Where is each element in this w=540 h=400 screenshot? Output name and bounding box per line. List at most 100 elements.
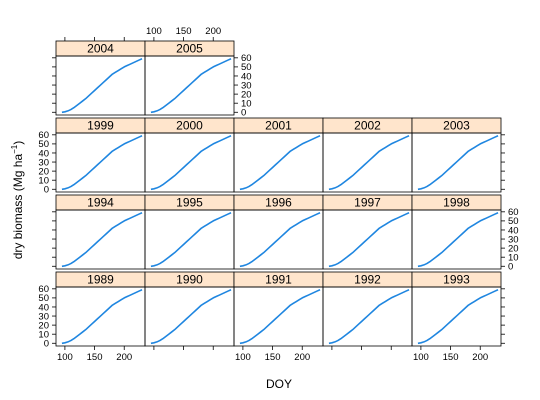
panel-1993: 1993	[411, 271, 502, 347]
y-tick-label: 30	[38, 157, 49, 168]
y-tick-label: 0	[44, 339, 49, 350]
y-tick-label: 60	[241, 53, 252, 64]
y-tick-label: 60	[38, 284, 49, 295]
y-tick-label: 0	[508, 262, 513, 273]
panel-1998: 1998	[411, 194, 502, 270]
y-tick-label: 20	[38, 320, 49, 331]
strip-label-1997: 1997	[354, 196, 381, 210]
strip-label-1991: 1991	[265, 273, 292, 287]
panel-2002: 2002	[322, 117, 413, 193]
y-tick-label: 50	[38, 293, 49, 304]
y-tick-label: 0	[44, 185, 49, 196]
panel-1997: 1997	[322, 194, 413, 270]
series-line-1994	[61, 211, 143, 268]
y-axis-right-1-4	[501, 134, 505, 190]
panel-1989: 1989	[55, 271, 146, 347]
y-axis-left-0-0	[52, 57, 56, 113]
strip-label-1992: 1992	[354, 273, 381, 287]
x-axis-label: DOY	[266, 377, 292, 391]
x-axis-bottom-3-4: 100 150 200	[413, 346, 488, 363]
strip-label-1994: 1994	[87, 196, 114, 210]
x-tick-label: 150	[443, 352, 459, 363]
y-axis-label-close: )	[11, 141, 25, 145]
panel-frame-1998	[411, 209, 502, 270]
x-axis-bottom-3-3	[331, 346, 392, 350]
x-tick-label: 100	[413, 352, 429, 363]
panel-1996: 1996	[233, 194, 324, 270]
panel-1994: 1994	[55, 194, 146, 270]
panel-frame-2003	[411, 132, 502, 193]
panel-frame-2005	[144, 55, 235, 116]
series-line-2003	[417, 134, 499, 191]
y-axis-left-2-0	[52, 211, 56, 267]
series-line-1998	[417, 211, 499, 268]
y-tick-label: 30	[508, 234, 519, 245]
strip-label-2004: 2004	[87, 42, 114, 56]
series-line-2005	[150, 57, 232, 114]
strip-label-1990: 1990	[176, 273, 203, 287]
series-line-1990	[150, 288, 232, 345]
series-line-1999	[61, 134, 143, 191]
y-tick-label: 50	[508, 216, 519, 227]
series-line-2001	[239, 134, 321, 191]
x-axis-bottom-3-0: 100 150 200	[57, 346, 132, 363]
x-tick-label: 100	[57, 352, 73, 363]
panel-2000: 2000	[144, 117, 235, 193]
y-tick-label: 50	[38, 139, 49, 150]
x-tick-label: 200	[294, 352, 310, 363]
y-tick-label: 40	[38, 302, 49, 313]
series-line-1993	[417, 288, 499, 345]
series-line-2004	[61, 57, 143, 114]
y-tick-label: 40	[241, 71, 252, 82]
x-tick-label: 100	[235, 352, 251, 363]
y-tick-label: 20	[38, 166, 49, 177]
y-tick-label: 60	[38, 130, 49, 141]
strip-label-2005: 2005	[176, 42, 203, 56]
panels-layer: 1989 1990 1991 1992 1993 1994 1995 1996 1997 1998…	[55, 40, 502, 347]
series-line-1996	[239, 211, 321, 268]
series-line-2002	[328, 134, 410, 191]
panel-2003: 2003	[411, 117, 502, 193]
panel-1995: 1995	[144, 194, 235, 270]
strip-label-1996: 1996	[265, 196, 292, 210]
y-tick-label: 40	[508, 225, 519, 236]
panel-frame-1993	[411, 286, 502, 347]
strip-label-1998: 1998	[443, 196, 470, 210]
series-line-1992	[328, 288, 410, 345]
y-tick-label: 10	[38, 176, 49, 187]
y-tick-label: 30	[38, 311, 49, 322]
y-tick-label: 0	[241, 108, 246, 119]
panel-1992: 1992	[322, 271, 413, 347]
strip-label-1993: 1993	[443, 273, 470, 287]
x-tick-label: 150	[176, 26, 192, 37]
y-tick-label: 20	[508, 243, 519, 254]
x-tick-label: 200	[205, 26, 221, 37]
y-tick-label: 10	[241, 99, 252, 110]
panel-1990: 1990	[144, 271, 235, 347]
x-tick-label: 200	[472, 352, 488, 363]
strip-label-1995: 1995	[176, 196, 203, 210]
y-tick-label: 60	[508, 207, 519, 218]
y-tick-label: 40	[38, 148, 49, 159]
y-axis-right-3-4	[501, 288, 505, 344]
x-tick-label: 200	[116, 352, 132, 363]
series-line-1995	[150, 211, 232, 268]
panel-1999: 1999	[55, 117, 146, 193]
strip-label-2000: 2000	[176, 119, 203, 133]
series-line-1989	[61, 288, 143, 345]
strip-label-1999: 1999	[87, 119, 114, 133]
y-axis-label-superscript: −1	[10, 144, 19, 154]
panel-2001: 2001	[233, 117, 324, 193]
x-axis-top-0-0	[64, 37, 125, 41]
series-line-1991	[239, 288, 321, 345]
y-axis-label-main: dry biomass (Mg ha	[11, 154, 25, 260]
y-tick-label: 50	[241, 62, 252, 73]
x-tick-label: 150	[265, 352, 281, 363]
x-axis-bottom-3-1	[153, 346, 214, 350]
x-tick-label: 150	[87, 352, 103, 363]
